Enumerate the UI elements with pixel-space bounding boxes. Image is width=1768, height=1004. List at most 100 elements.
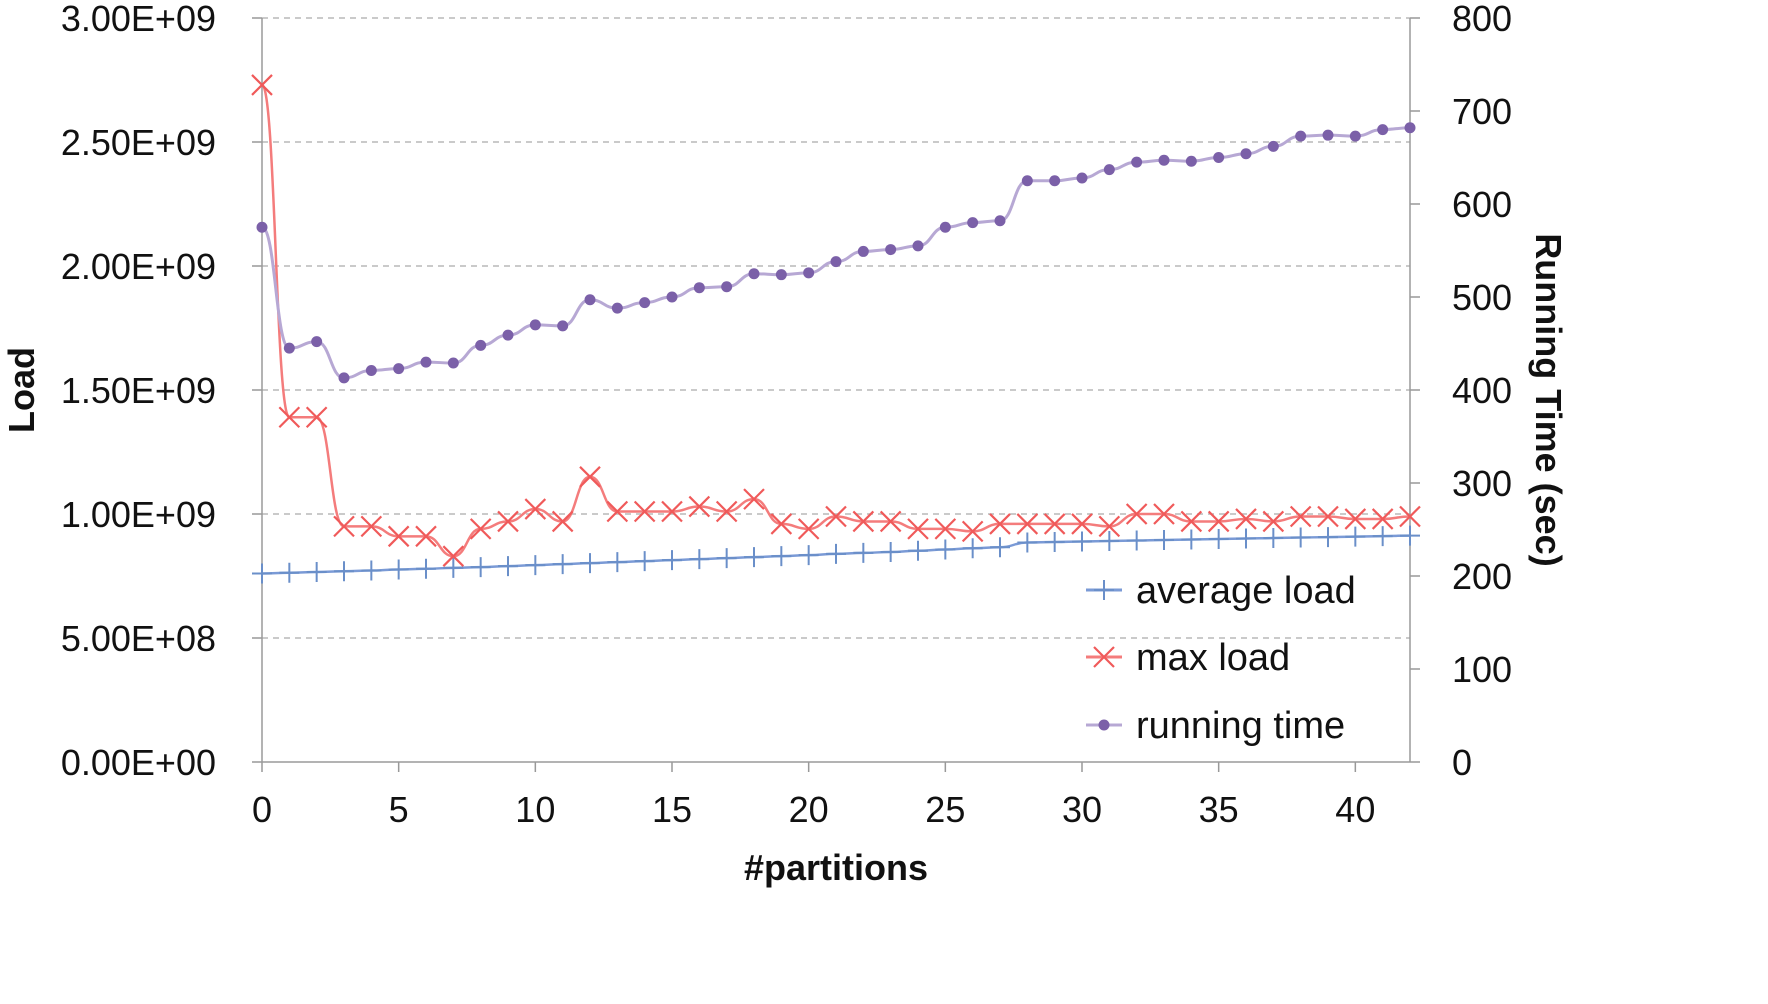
legend-marker xyxy=(1094,580,1114,600)
data-point xyxy=(1318,527,1338,548)
data-point xyxy=(311,336,323,348)
series-line xyxy=(261,126,1411,380)
y-right-tick-label: 500 xyxy=(1452,277,1512,318)
data-point xyxy=(1262,510,1285,533)
data-point xyxy=(967,217,979,229)
y-right-tick-label: 400 xyxy=(1452,370,1512,411)
data-point xyxy=(1017,532,1038,553)
data-point xyxy=(447,357,459,369)
data-point xyxy=(1349,130,1361,142)
data-point xyxy=(912,240,924,252)
data-point xyxy=(469,518,492,540)
data-point xyxy=(1344,508,1367,530)
data-point xyxy=(689,549,710,570)
data-point xyxy=(1098,515,1121,538)
data-point xyxy=(880,541,901,562)
data-point xyxy=(525,555,546,576)
data-point xyxy=(1103,164,1115,176)
x-tick-label: 30 xyxy=(1062,789,1102,830)
legend-label: running time xyxy=(1136,705,1345,747)
data-point xyxy=(365,364,377,376)
legend: average load max load running time xyxy=(1086,570,1356,747)
x-tick-label: 35 xyxy=(1199,789,1239,830)
y-left-tick-label: 3.00E+09 xyxy=(61,0,216,39)
data-point xyxy=(989,513,1011,535)
data-point xyxy=(1185,155,1197,167)
data-point xyxy=(1208,529,1229,550)
x-axis-title: #partitions xyxy=(744,847,928,888)
data-point xyxy=(497,510,519,533)
data-point xyxy=(1290,527,1311,548)
data-point xyxy=(361,560,382,581)
x-tick-label: 25 xyxy=(925,789,965,830)
data-point xyxy=(1043,513,1066,535)
data-point xyxy=(387,525,410,548)
legend-item-average-load: average load xyxy=(1086,570,1356,612)
data-point xyxy=(1404,122,1416,134)
data-point xyxy=(908,540,928,561)
data-point xyxy=(584,294,596,306)
data-point xyxy=(743,488,765,510)
data-point xyxy=(420,356,432,368)
x-tick-label: 15 xyxy=(652,789,692,830)
data-point xyxy=(1289,505,1312,528)
data-point xyxy=(306,562,327,583)
data-point xyxy=(1372,526,1393,547)
data-point xyxy=(661,500,683,523)
data-point xyxy=(688,495,711,518)
data-point xyxy=(607,552,628,573)
data-point xyxy=(797,518,820,540)
data-point xyxy=(1181,529,1202,550)
y-right-tick-label: 800 xyxy=(1452,0,1512,39)
y-left-tick-label: 5.00E+08 xyxy=(61,618,216,659)
data-point xyxy=(1295,130,1307,142)
data-point xyxy=(475,339,487,351)
data-point xyxy=(256,221,268,233)
data-point xyxy=(990,537,1010,558)
data-point xyxy=(857,245,869,257)
data-point xyxy=(416,558,436,579)
data-point xyxy=(935,539,956,560)
data-point xyxy=(580,553,600,574)
data-point xyxy=(1235,508,1257,530)
data-point xyxy=(961,520,984,543)
data-point xyxy=(715,500,738,523)
data-point xyxy=(1125,503,1148,525)
data-point xyxy=(502,329,514,341)
data-point xyxy=(498,556,518,577)
y-left-tick-label: 0.00E+00 xyxy=(61,742,216,783)
y-right-tick-label: 0 xyxy=(1452,742,1472,783)
data-point xyxy=(606,500,629,523)
data-point xyxy=(639,297,651,309)
data-point xyxy=(388,559,409,580)
y-right-tick-label: 600 xyxy=(1452,184,1512,225)
data-point xyxy=(771,546,792,567)
data-point xyxy=(666,291,678,303)
data-point xyxy=(1399,505,1421,528)
data-point xyxy=(252,563,272,584)
legend-marker xyxy=(1093,646,1115,668)
data-point xyxy=(415,525,437,548)
data-point xyxy=(305,406,328,429)
data-point xyxy=(611,302,623,314)
data-point xyxy=(879,510,902,533)
data-point xyxy=(1158,154,1170,166)
x-tick-label: 40 xyxy=(1335,789,1375,830)
x-tick-label: 20 xyxy=(789,789,829,830)
data-point xyxy=(803,267,815,279)
series-average-load xyxy=(252,525,1420,584)
data-point xyxy=(443,557,464,578)
series-running-time xyxy=(256,122,1416,384)
data-point xyxy=(1207,510,1230,533)
data-point xyxy=(1072,531,1092,552)
legend-marker xyxy=(1098,719,1110,731)
data-point xyxy=(1322,129,1334,141)
data-point xyxy=(1099,531,1120,552)
data-point xyxy=(994,215,1006,227)
data-point xyxy=(744,547,764,568)
y-left-tick-label: 2.50E+09 xyxy=(61,122,216,163)
series-layer xyxy=(251,74,1421,584)
data-point xyxy=(251,74,273,96)
